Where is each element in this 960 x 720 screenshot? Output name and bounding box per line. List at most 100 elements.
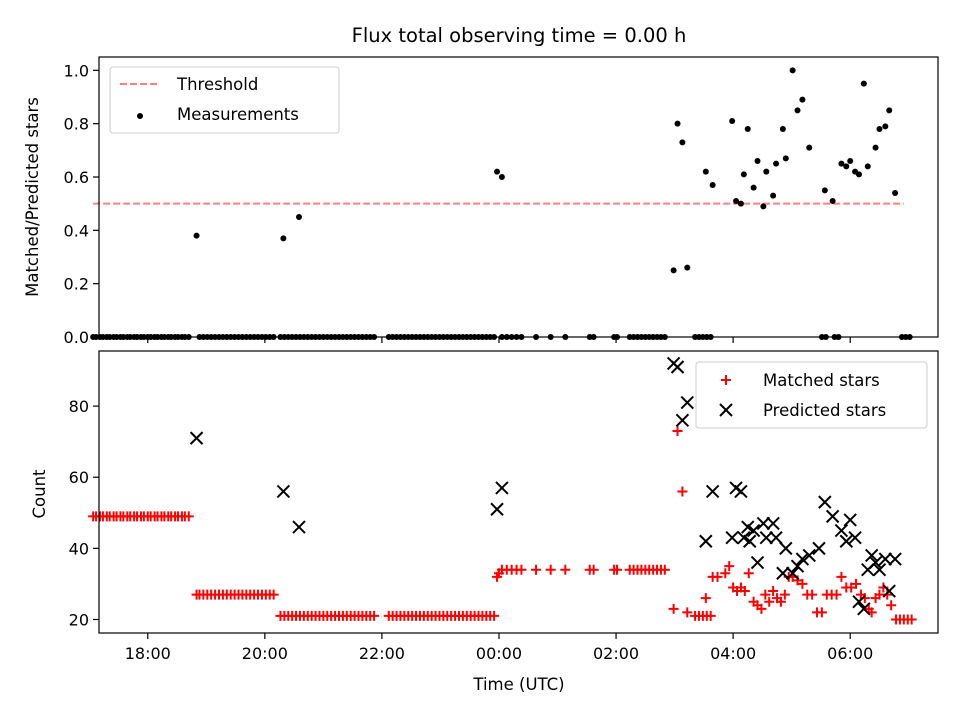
measurement-point — [674, 120, 681, 127]
predicted-star-point — [490, 502, 504, 516]
measurement-point — [295, 214, 302, 220]
predicted-star-point — [759, 530, 774, 545]
predicted-star-point — [790, 559, 805, 573]
matched-star-point — [531, 564, 542, 575]
measurement-point — [886, 107, 893, 114]
measurement-point — [754, 158, 761, 164]
measurement-point — [750, 184, 757, 191]
predicted-star-point — [872, 562, 887, 577]
predicted-star-point — [769, 530, 783, 545]
predicted-star-point — [743, 534, 757, 548]
measurement-point — [670, 267, 677, 274]
bottom-y-tick-label: 80 — [69, 397, 89, 416]
measurement-point — [729, 118, 736, 124]
bottom-legend: Matched stars Predicted stars — [695, 361, 928, 429]
measurement-point — [821, 187, 828, 194]
measurement-point — [679, 139, 686, 146]
x-axis-label: Time (UTC) — [472, 675, 564, 694]
predicted-star-point — [675, 413, 690, 428]
matched-star-point — [768, 586, 779, 597]
predicted-star-point — [750, 555, 765, 570]
predicted-star-point — [795, 552, 810, 566]
measurement-point — [876, 126, 883, 132]
measurement-point — [733, 198, 740, 204]
predicted-star-point — [785, 566, 800, 580]
top-y-tick-label: 0.6 — [64, 168, 89, 187]
predicted-star-point — [746, 523, 761, 538]
matched-star-point — [659, 564, 670, 575]
bottom-legend-box — [695, 361, 928, 429]
predicted-star-point — [705, 484, 720, 499]
matched-star-point — [724, 561, 735, 572]
top-legend-box — [109, 66, 340, 134]
bottom-x-tick-label: 02:00 — [593, 644, 639, 663]
predicted-star-point — [725, 530, 739, 545]
matched-star-point — [906, 614, 917, 625]
bottom-y-tick-label: 40 — [69, 539, 89, 558]
matched-star-point — [739, 586, 750, 597]
predicted-star-point — [852, 594, 866, 609]
measurement-point — [838, 160, 845, 167]
matched-star-point — [369, 610, 380, 621]
predicted-star-point — [834, 523, 849, 538]
matched-star-point — [851, 578, 862, 589]
matched-star-point — [682, 607, 693, 618]
predicted-star-point — [756, 516, 771, 531]
measurement-point — [494, 168, 501, 175]
predicted-star-point — [734, 484, 748, 499]
predicted-star-point — [779, 541, 793, 556]
predicted-star-point — [766, 516, 780, 531]
measurement-point — [702, 168, 709, 175]
bottom-y-tick-label: 60 — [69, 468, 89, 487]
measurement-point — [829, 198, 836, 204]
matched-star-point — [705, 610, 716, 621]
measurement-point — [789, 67, 796, 74]
matched-star-point — [836, 571, 847, 582]
top-y-tick-label: 0.8 — [64, 115, 89, 134]
matched-star-point — [743, 568, 754, 579]
measurement-point — [794, 107, 801, 114]
predicted-star-point — [802, 548, 816, 563]
legend-predicted-swatch — [719, 403, 733, 417]
top-y-tick-label: 0.0 — [64, 328, 89, 347]
measurement-point — [892, 190, 899, 196]
predicted-star-point — [825, 509, 840, 524]
measurement-point — [855, 171, 862, 178]
matched-star-point — [756, 603, 767, 614]
predicted-star-point — [878, 552, 893, 566]
matched-star-point — [489, 610, 500, 621]
measurement-point — [280, 235, 287, 242]
top-y-axis-label: Matched/Predicted stars — [23, 97, 42, 297]
measurement-point — [843, 163, 850, 170]
predicted-star-point — [776, 566, 790, 580]
measurement-point — [709, 182, 716, 188]
measurement-point — [770, 192, 777, 199]
measurement-point — [773, 160, 780, 167]
predicted-star-point — [680, 395, 694, 410]
matched-star-point — [612, 564, 623, 575]
predicted-star-point — [189, 431, 204, 445]
matched-star-point — [882, 589, 893, 600]
matched-star-point — [560, 564, 571, 575]
predicted-star-point — [882, 584, 896, 598]
matched-star-point — [779, 589, 790, 600]
measurement-point — [882, 123, 889, 130]
measurement-point — [763, 168, 770, 175]
measurement-point — [864, 163, 871, 170]
bottom-panel: 20 40 60 80 18:00 20:00 22:00 00:00 02:00 04:00 06… — [69, 350, 939, 663]
bottom-x-tick-label: 06:00 — [827, 644, 873, 663]
bottom-x-tick-label: 18:00 — [125, 644, 171, 663]
predicted-star-point — [839, 534, 854, 548]
matched-star-point — [886, 600, 897, 611]
measurement-point — [740, 171, 747, 178]
top-y-tick-label: 0.4 — [64, 221, 89, 240]
legend-threshold-label: Threshold — [176, 75, 258, 94]
measurement-point — [782, 155, 789, 162]
measurement-point — [872, 144, 879, 151]
measurement-point — [779, 126, 786, 132]
top-panel-frame — [98, 56, 939, 338]
matched-star-point — [700, 593, 711, 604]
matched-star-point — [183, 511, 194, 522]
predicted-star-point — [670, 360, 685, 374]
